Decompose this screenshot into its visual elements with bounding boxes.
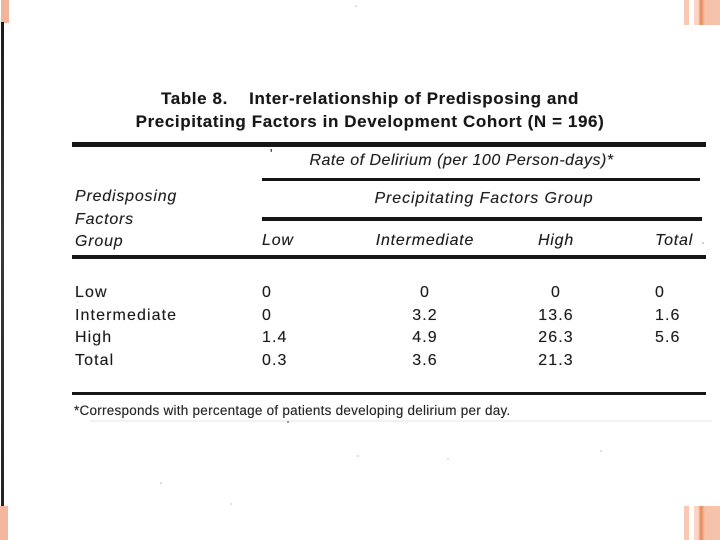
cell-value: 5.6 bbox=[655, 329, 681, 347]
cell-value: 0 bbox=[262, 306, 272, 324]
table-title-line1: Table 8. Inter-relationship of Predispos… bbox=[161, 89, 579, 108]
row-label: High bbox=[75, 329, 113, 347]
cell-value: 0 bbox=[420, 284, 430, 301]
spanner-precipitating-group: Precipitating Factors Group bbox=[374, 190, 594, 207]
cell-value: 3.2 bbox=[412, 306, 438, 324]
column-header-total: Total bbox=[655, 232, 694, 249]
spanner-rate-of-delirium: Rate of Delirium (per 100 Person-days)* bbox=[309, 152, 614, 169]
cell-value bbox=[612, 350, 709, 373]
cell-value: 0.3 bbox=[262, 351, 288, 369]
scan-artifact-streak bbox=[90, 420, 712, 422]
row-label: Low bbox=[75, 284, 108, 301]
column-header-spacer bbox=[73, 231, 260, 251]
column-header-row: Low Intermediate High Total bbox=[73, 231, 709, 251]
cell-value: 1.6 bbox=[655, 306, 681, 324]
spanner-rule-1 bbox=[262, 178, 700, 181]
cell-value: 0 bbox=[262, 284, 272, 301]
table-footnote: *Corresponds with percentage of patients… bbox=[74, 403, 511, 418]
column-header-low: Low bbox=[262, 232, 294, 249]
row-label: Total bbox=[75, 351, 115, 369]
spanner-rule-2 bbox=[262, 217, 702, 221]
cell-value: 4.9 bbox=[412, 329, 438, 347]
cell-value: 3.6 bbox=[412, 351, 438, 369]
header-bottom-rule bbox=[72, 255, 706, 259]
cell-value: 0 bbox=[655, 284, 665, 301]
top-left-accent-stripe bbox=[1, 0, 9, 23]
table-top-rule bbox=[72, 142, 706, 147]
stub-header-predisposing-factors-group: Predisposing Factors Group bbox=[75, 188, 178, 251]
column-header-intermediate: Intermediate bbox=[375, 232, 475, 249]
bottom-right-accent-stripe-wide bbox=[694, 506, 720, 540]
scan-stray-mark: ' bbox=[270, 146, 273, 161]
table-body: Low 0 0 0 0 Intermediate 0 3.2 13.6 1.6 … bbox=[73, 282, 709, 372]
column-header-high: High bbox=[537, 232, 575, 249]
row-label: Intermediate bbox=[75, 306, 178, 324]
cell-value: 26.3 bbox=[538, 329, 574, 347]
cell-value: 1.4 bbox=[262, 329, 288, 347]
table-bottom-rule bbox=[72, 392, 706, 395]
top-right-accent-stripe-wide bbox=[694, 0, 720, 25]
cell-value: 21.3 bbox=[538, 351, 574, 369]
table-title-line2: Precipitating Factors in Development Coh… bbox=[135, 112, 605, 131]
bottom-left-accent-stripe bbox=[0, 506, 8, 540]
scan-noise bbox=[287, 421, 289, 423]
top-right-accent-stripe-thin bbox=[684, 0, 689, 25]
cell-value: 0 bbox=[551, 284, 561, 301]
left-scan-edge-line bbox=[1, 22, 4, 506]
cell-value: 13.6 bbox=[538, 306, 574, 324]
bottom-right-accent-stripe-thin bbox=[684, 506, 689, 540]
